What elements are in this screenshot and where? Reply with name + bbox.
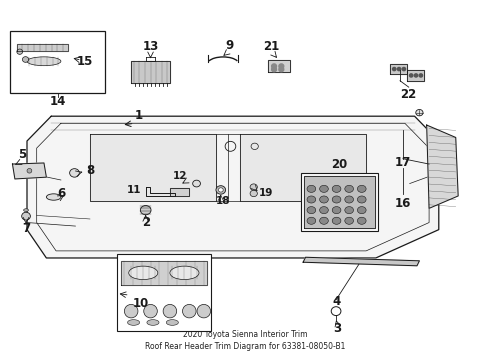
Polygon shape: [407, 70, 424, 81]
Polygon shape: [122, 261, 207, 284]
Text: 2: 2: [143, 216, 151, 229]
Ellipse shape: [27, 168, 32, 173]
Ellipse shape: [402, 67, 406, 71]
Ellipse shape: [357, 207, 366, 214]
Ellipse shape: [193, 180, 200, 187]
Ellipse shape: [392, 67, 396, 71]
Text: 20: 20: [331, 158, 347, 171]
Ellipse shape: [345, 217, 353, 224]
Ellipse shape: [147, 320, 159, 325]
Ellipse shape: [332, 196, 341, 203]
Text: 21: 21: [264, 40, 280, 53]
Ellipse shape: [250, 190, 257, 197]
Text: 17: 17: [395, 156, 411, 169]
Polygon shape: [131, 61, 170, 82]
Ellipse shape: [163, 305, 177, 318]
Text: 19: 19: [259, 189, 273, 198]
Ellipse shape: [182, 305, 196, 318]
Text: 14: 14: [49, 95, 66, 108]
Ellipse shape: [166, 320, 178, 325]
Text: 10: 10: [133, 297, 149, 310]
Text: 3: 3: [333, 323, 341, 336]
Polygon shape: [427, 125, 458, 208]
Ellipse shape: [17, 49, 23, 54]
Ellipse shape: [419, 74, 422, 77]
Ellipse shape: [357, 185, 366, 192]
FancyBboxPatch shape: [117, 255, 211, 330]
Ellipse shape: [129, 266, 158, 280]
Polygon shape: [304, 176, 375, 228]
Polygon shape: [27, 116, 439, 258]
Ellipse shape: [357, 196, 366, 203]
Ellipse shape: [127, 320, 140, 325]
Ellipse shape: [332, 217, 341, 224]
Ellipse shape: [271, 67, 276, 72]
Text: 4: 4: [332, 295, 340, 308]
Ellipse shape: [279, 64, 284, 68]
Text: 9: 9: [225, 39, 234, 52]
Ellipse shape: [415, 74, 417, 77]
Text: 22: 22: [401, 88, 417, 101]
Ellipse shape: [170, 266, 199, 280]
Ellipse shape: [357, 217, 366, 224]
Text: 13: 13: [143, 40, 159, 53]
Polygon shape: [90, 134, 216, 201]
Ellipse shape: [216, 186, 225, 194]
Ellipse shape: [307, 196, 316, 203]
Ellipse shape: [397, 67, 401, 71]
Ellipse shape: [307, 217, 316, 224]
Text: 15: 15: [77, 55, 93, 68]
Ellipse shape: [23, 57, 29, 62]
Text: 5: 5: [18, 148, 26, 161]
Ellipse shape: [124, 305, 138, 318]
Ellipse shape: [345, 185, 353, 192]
Text: 2020 Toyota Sienna Interior Trim
Roof Rear Header Trim Diagram for 63381-08050-B: 2020 Toyota Sienna Interior Trim Roof Re…: [145, 330, 345, 351]
Polygon shape: [17, 44, 68, 51]
Text: 16: 16: [395, 197, 411, 210]
Ellipse shape: [27, 57, 61, 66]
Text: 12: 12: [172, 171, 187, 181]
Ellipse shape: [144, 305, 157, 318]
Ellipse shape: [24, 209, 28, 212]
Ellipse shape: [22, 212, 30, 220]
Ellipse shape: [197, 305, 211, 318]
Ellipse shape: [271, 64, 276, 68]
Polygon shape: [391, 64, 407, 75]
Polygon shape: [303, 257, 419, 266]
Text: 6: 6: [57, 187, 66, 200]
Ellipse shape: [345, 207, 353, 214]
Ellipse shape: [307, 185, 316, 192]
Ellipse shape: [332, 207, 341, 214]
Ellipse shape: [307, 207, 316, 214]
Ellipse shape: [319, 217, 328, 224]
Ellipse shape: [319, 185, 328, 192]
Text: 1: 1: [134, 109, 143, 122]
Polygon shape: [12, 163, 47, 179]
Ellipse shape: [250, 184, 257, 190]
Ellipse shape: [219, 188, 223, 192]
Ellipse shape: [410, 74, 413, 77]
Ellipse shape: [345, 196, 353, 203]
Polygon shape: [268, 60, 290, 72]
Ellipse shape: [70, 168, 79, 177]
Text: 8: 8: [86, 164, 95, 177]
Ellipse shape: [319, 207, 328, 214]
Ellipse shape: [47, 194, 61, 200]
FancyBboxPatch shape: [301, 173, 378, 231]
Ellipse shape: [416, 109, 423, 116]
Ellipse shape: [140, 206, 151, 215]
Polygon shape: [240, 134, 366, 201]
FancyBboxPatch shape: [10, 31, 104, 93]
Polygon shape: [170, 188, 189, 195]
Text: 18: 18: [216, 195, 230, 206]
Text: 7: 7: [22, 222, 30, 235]
Ellipse shape: [332, 185, 341, 192]
Ellipse shape: [319, 196, 328, 203]
Text: 11: 11: [126, 185, 141, 195]
Ellipse shape: [279, 67, 284, 72]
